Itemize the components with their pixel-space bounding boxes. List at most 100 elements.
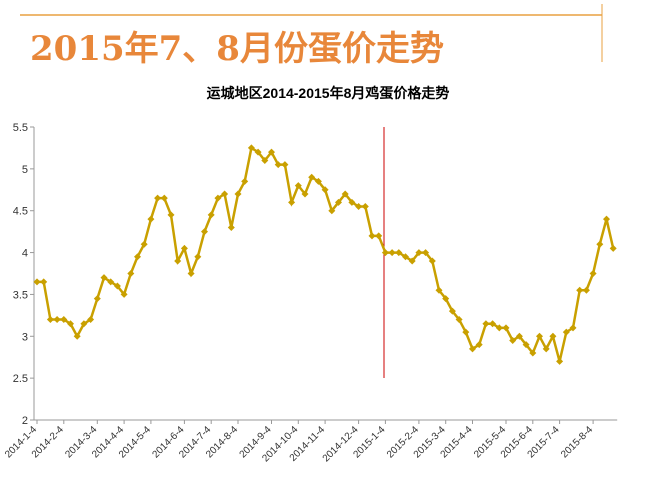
data-point [134, 253, 141, 261]
y-tick-label: 5.5 [13, 122, 28, 134]
y-tick-label: 3.5 [13, 289, 28, 301]
data-point [509, 336, 517, 344]
data-point [402, 253, 409, 261]
data-point [113, 282, 121, 290]
data-point [167, 211, 175, 219]
data-point [435, 286, 443, 294]
data-point [93, 295, 101, 303]
data-point [33, 278, 41, 286]
data-point [147, 215, 155, 223]
data-point [582, 286, 590, 294]
data-point [529, 349, 537, 357]
data-point [241, 177, 249, 185]
data-point [80, 320, 88, 328]
data-point [442, 295, 450, 303]
data-point [234, 190, 242, 198]
data-point [107, 278, 115, 286]
data-point [368, 232, 376, 240]
data-point [214, 194, 222, 202]
data-point [609, 244, 617, 252]
price-line [37, 145, 615, 362]
data-point [589, 270, 597, 277]
data-point [301, 190, 309, 198]
y-tick-label: 3 [22, 331, 28, 343]
data-point [395, 249, 403, 257]
data-point [87, 316, 95, 324]
data-point [120, 290, 128, 298]
data-point [596, 240, 604, 248]
data-point [482, 320, 490, 328]
data-point [495, 324, 503, 332]
data-point [308, 173, 316, 181]
data-point [562, 328, 570, 336]
data-point [127, 270, 135, 277]
data-point [469, 345, 476, 353]
data-point [314, 177, 322, 185]
y-tick-label: 2.5 [13, 373, 28, 385]
data-point [268, 148, 275, 156]
data-point [569, 324, 577, 332]
x-tick-label: 2015-8-4 [559, 424, 595, 460]
data-point [247, 144, 255, 152]
data-point [549, 332, 557, 340]
data-point [46, 316, 54, 324]
data-point [274, 161, 282, 169]
data-point [180, 244, 188, 252]
data-point [448, 307, 456, 315]
data-point [60, 316, 68, 324]
data-point [502, 324, 510, 332]
data-point [462, 328, 470, 336]
data-point [603, 215, 610, 223]
data-point [321, 186, 329, 194]
data-point [576, 286, 584, 294]
data-point [381, 249, 389, 257]
data-point [489, 320, 497, 328]
data-point [288, 198, 296, 206]
data-point [73, 332, 81, 340]
data-point [227, 223, 235, 231]
data-point [361, 203, 369, 211]
data-point [348, 198, 356, 206]
data-point [455, 316, 463, 324]
data-point [53, 316, 61, 324]
data-point [556, 357, 564, 365]
data-point [388, 249, 396, 257]
data-point [40, 278, 48, 286]
data-point [422, 249, 430, 257]
y-tick-label: 5 [22, 164, 28, 176]
chart-title: 运城地区2014-2015年8月鸡蛋价格走势 [207, 85, 450, 101]
data-point [294, 182, 302, 190]
page-title: 2015年7、8月份蛋价走势 [30, 29, 444, 69]
data-point [221, 190, 229, 198]
data-point [254, 148, 262, 156]
plot: 22.533.544.555.52014-1-42014-2-42014-3-4… [3, 122, 618, 464]
y-tick-label: 4 [22, 248, 28, 260]
data-point [522, 341, 530, 349]
data-point [187, 270, 195, 277]
data-point [207, 211, 215, 219]
data-point [475, 341, 483, 349]
data-point [160, 194, 168, 202]
data-point [100, 274, 108, 282]
data-point [67, 320, 74, 328]
data-point [281, 161, 289, 169]
y-tick-label: 2 [22, 415, 28, 427]
data-point [408, 257, 416, 265]
data-point [355, 203, 363, 211]
data-point [261, 156, 269, 164]
data-point [174, 257, 182, 265]
data-point [140, 240, 148, 248]
data-point [335, 198, 342, 206]
y-tick-label: 4.5 [13, 206, 28, 218]
data-point [194, 253, 202, 261]
data-point [328, 207, 336, 215]
data-point [201, 228, 208, 236]
data-point [375, 232, 383, 240]
data-point [154, 194, 162, 202]
x-tick-label: 2014-12-4 [321, 424, 361, 464]
data-point [515, 332, 523, 340]
data-point [428, 257, 436, 265]
data-point [536, 332, 543, 340]
